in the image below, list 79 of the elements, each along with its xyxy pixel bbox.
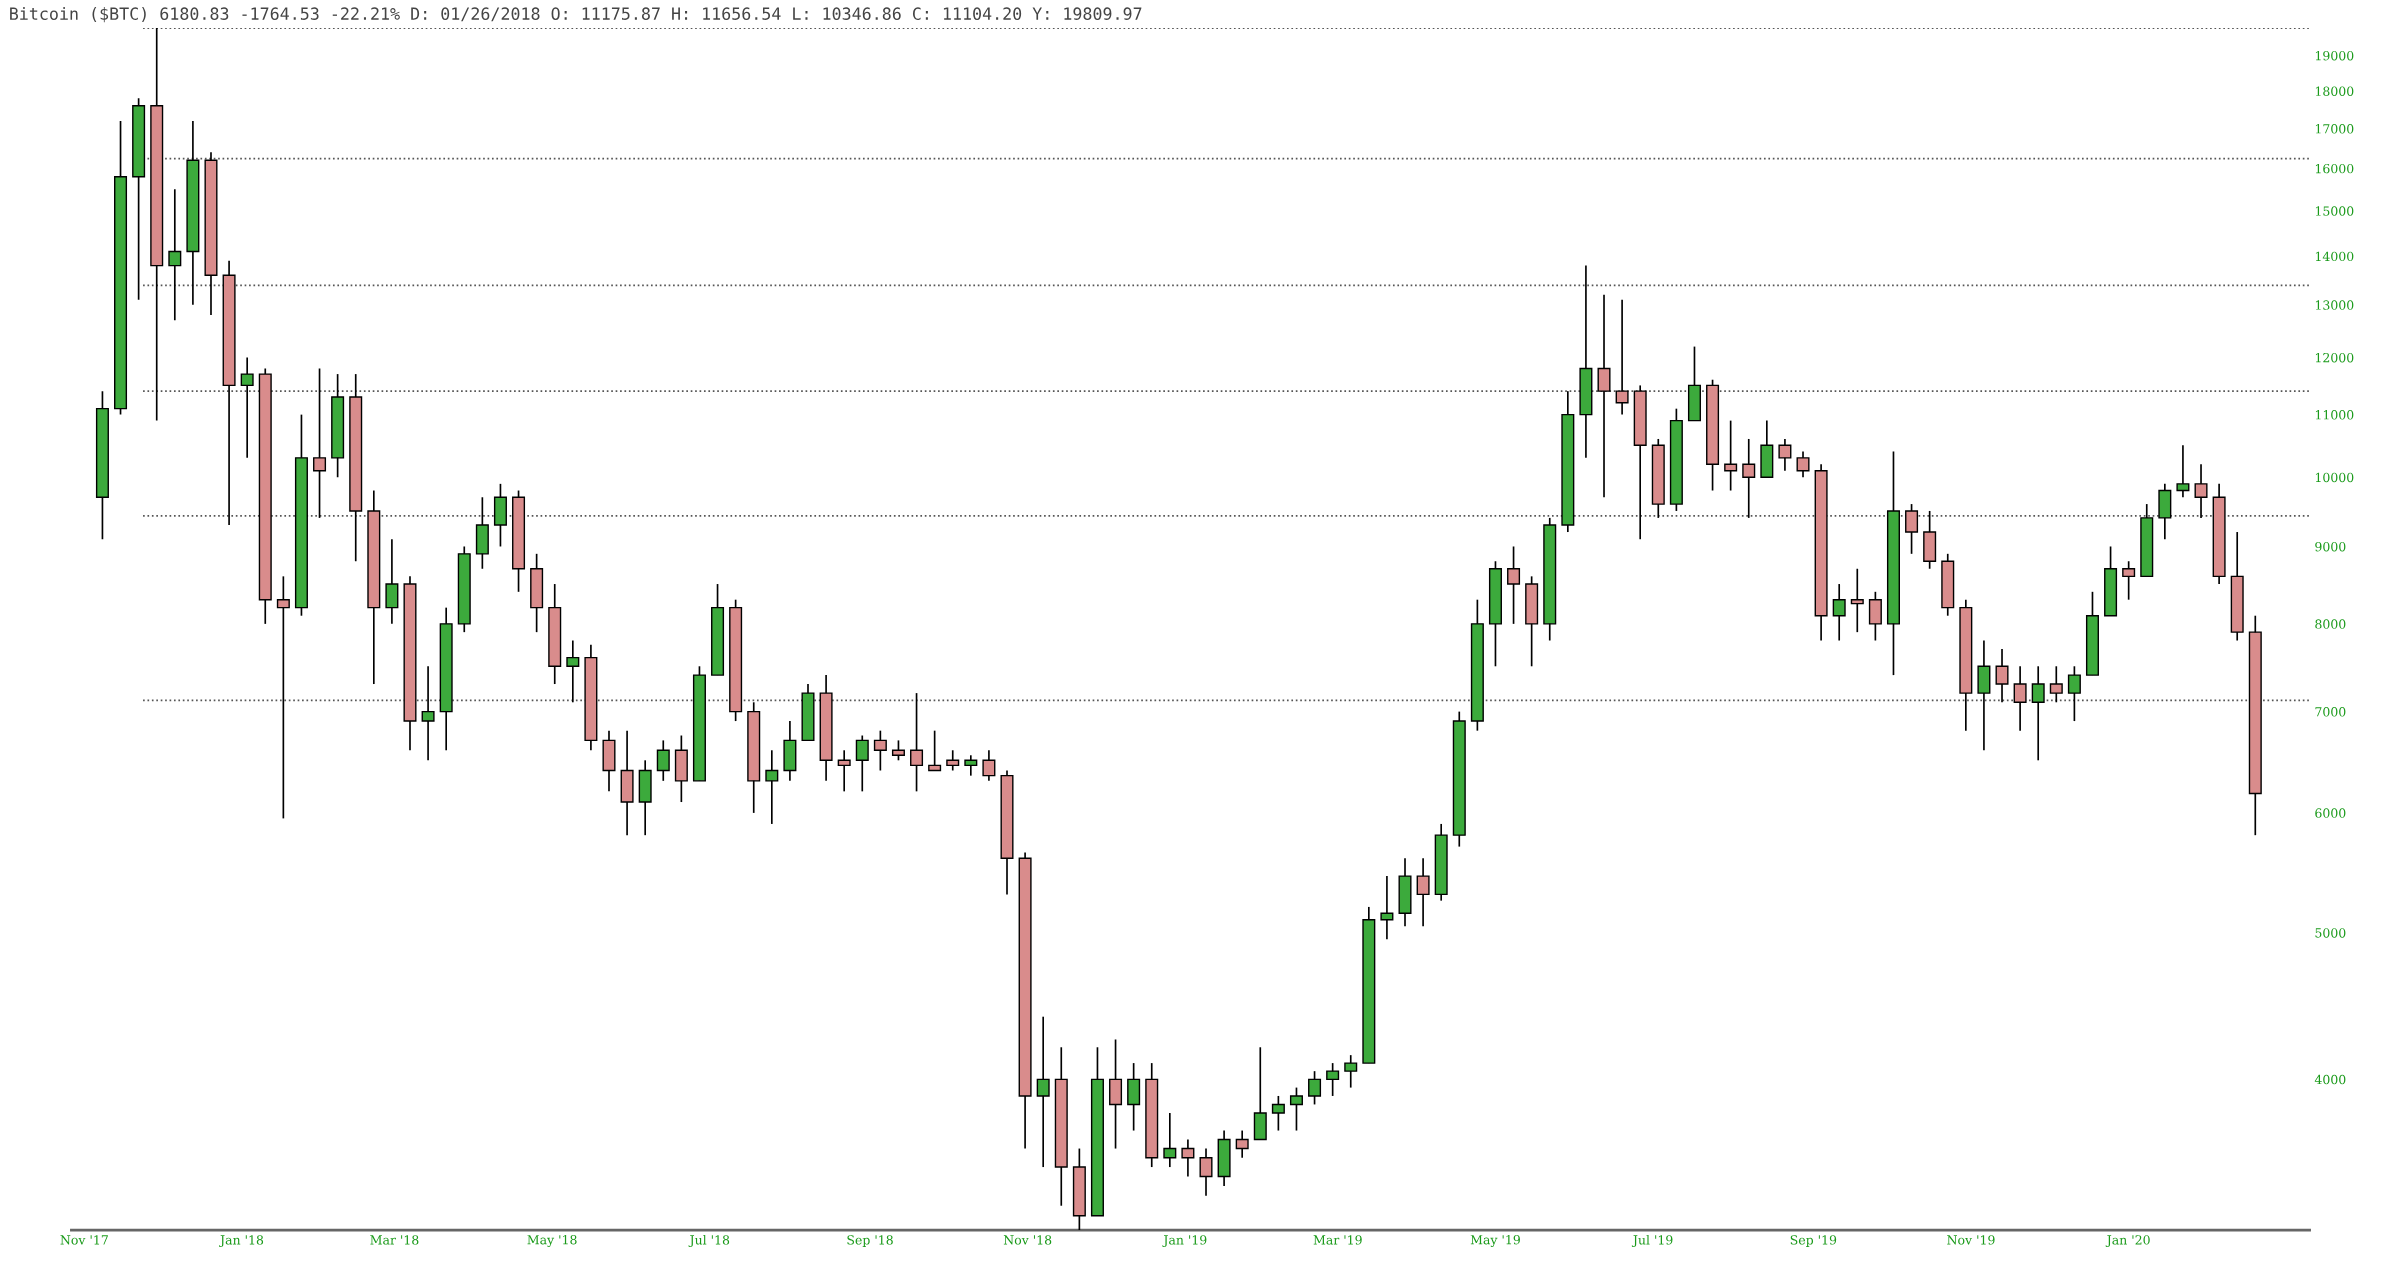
x-tick-label: Sep '18 <box>847 1235 893 1248</box>
y-tick-label: 9000 <box>2315 541 2346 552</box>
candlestick <box>2194 463 2208 519</box>
candlestick <box>421 665 435 762</box>
candlestick <box>1724 419 1738 492</box>
y-tick-label: 10000 <box>2315 472 2354 483</box>
candlestick <box>1344 1054 1358 1089</box>
x-tick-label: Jul '18 <box>688 1234 730 1248</box>
candlestick <box>2176 444 2190 499</box>
candlestick <box>765 749 779 825</box>
y-tick-label: 6000 <box>2315 808 2346 818</box>
candlestick <box>1850 567 1864 633</box>
candlestick <box>1905 503 1919 555</box>
y-tick-label: 15000 <box>2315 206 2354 216</box>
candlestick <box>1597 293 1611 499</box>
candlestick <box>2067 665 2081 722</box>
y-tick-label: 7000 <box>2315 707 2346 717</box>
candlestick <box>891 739 905 762</box>
candlestick <box>1995 648 2009 704</box>
candlestick <box>1271 1095 1285 1132</box>
candlestick <box>928 729 942 772</box>
y-tick-label: 17000 <box>2315 124 2354 134</box>
candlestick <box>1832 583 1846 642</box>
candlestick <box>855 734 869 793</box>
candlestick <box>1181 1138 1195 1178</box>
candlestick <box>2013 665 2027 732</box>
candlestick <box>910 692 924 793</box>
candlestick <box>1199 1147 1213 1197</box>
x-tick-label: Jul '19 <box>1631 1234 1673 1248</box>
x-tick-label: Sep '19 <box>1790 1235 1837 1248</box>
candlestick <box>946 749 960 772</box>
candlestick <box>1163 1112 1177 1168</box>
y-tick-label: 4000 <box>2314 1074 2346 1085</box>
candlestick <box>1380 875 1394 941</box>
candlestick <box>1036 1015 1050 1168</box>
x-tick-label: Jan '20 <box>2105 1235 2150 1248</box>
x-tick-label: Nov '17 <box>60 1235 108 1245</box>
candlestick <box>1308 1070 1322 1106</box>
y-tick-label: 19000 <box>2315 50 2354 61</box>
candlestick <box>385 538 399 625</box>
candlestick <box>1742 438 1756 519</box>
y-tick-label: 8000 <box>2315 619 2346 629</box>
x-tick-label: Nov '18 <box>1003 1235 1052 1245</box>
y-tick-label: 16000 <box>2315 163 2354 174</box>
candlestick <box>1507 545 1521 625</box>
x-tick-label: May '18 <box>527 1234 577 1248</box>
candlestick <box>2031 665 2045 762</box>
candlestick <box>1416 857 1430 927</box>
candlestick <box>168 188 182 322</box>
candlestick <box>837 749 851 793</box>
candlestick <box>1796 450 1810 479</box>
candlestick <box>1326 1062 1340 1097</box>
x-tick-label: Nov '19 <box>1947 1235 1995 1245</box>
candlestick <box>313 367 327 519</box>
y-tick-label: 12000 <box>2315 352 2354 363</box>
x-tick-label: Mar '19 <box>1313 1235 1362 1245</box>
y-tick-label: 14000 <box>2315 251 2354 262</box>
candlestick <box>656 739 670 782</box>
candlestick <box>276 575 290 820</box>
candlestick <box>2122 560 2136 601</box>
candlestick <box>982 749 996 782</box>
y-tick-label: 18000 <box>2315 86 2354 96</box>
x-tick-label: Jan '19 <box>1162 1235 1207 1248</box>
x-tick-label: Jan '18 <box>219 1235 264 1248</box>
y-tick-label: 13000 <box>2315 300 2354 310</box>
candlestick <box>1778 438 1792 472</box>
x-tick-label: Mar '18 <box>370 1235 419 1245</box>
candlestick <box>2049 665 2063 704</box>
candlestick <box>240 356 254 459</box>
chart-title: Bitcoin ($BTC) 6180.83 -1764.53 -22.21% D: 01/26/2018 O: 11175.87 H: 11656.54 L: 10346.86 C: 11104.20 Y: 19809.97 <box>10 7 1142 23</box>
candlestick <box>1615 298 1629 416</box>
x-tick-label: May '19 <box>1470 1234 1520 1248</box>
y-tick-label: 11000 <box>2315 410 2354 420</box>
candlestick <box>1289 1086 1303 1132</box>
candlestick <box>964 754 978 777</box>
candlestick <box>1235 1129 1249 1159</box>
candlestick <box>873 729 887 772</box>
y-tick-label: 5000 <box>2315 928 2346 938</box>
candlestick <box>566 639 580 704</box>
